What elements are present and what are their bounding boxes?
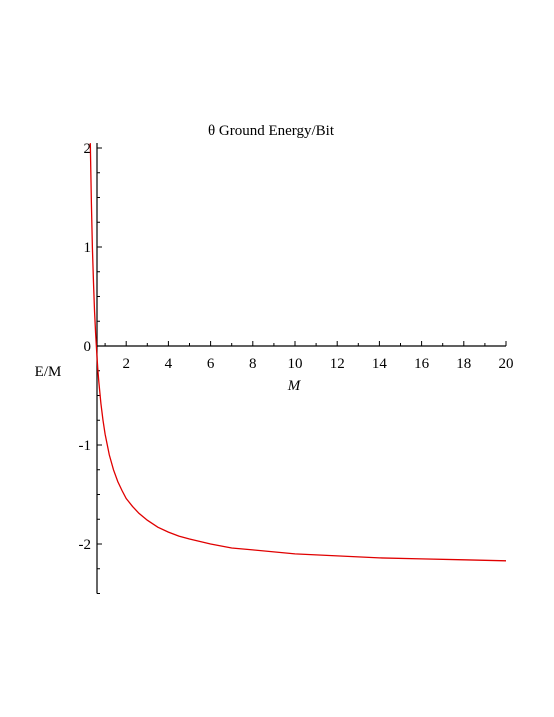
ticks (97, 147, 507, 594)
x-tick-label: 20 (499, 356, 514, 372)
y-tick-label: -1 (79, 438, 92, 454)
x-tick-label: 6 (207, 356, 215, 372)
x-tick-label: 2 (122, 356, 130, 372)
x-tick-label: 12 (330, 356, 345, 372)
x-tick-label: 14 (372, 356, 388, 372)
axes (96, 143, 506, 594)
series-line-1 (89, 143, 507, 562)
y-tick-label: 0 (84, 339, 92, 355)
x-tick-label: 4 (165, 356, 173, 372)
y-tick-label: -2 (79, 537, 92, 553)
plot-lines (89, 143, 507, 562)
y-axis-label: E/M (35, 364, 62, 380)
x-tick-label: 18 (456, 356, 471, 372)
x-tick-label: 8 (249, 356, 257, 372)
y-tick-label: 2 (84, 141, 92, 157)
x-tick-label: 10 (288, 356, 303, 372)
chart-title: θ Ground Energy/Bit (208, 123, 335, 139)
x-tick-label: 16 (414, 356, 430, 372)
y-tick-label: 1 (84, 240, 92, 256)
x-axis-label: M (287, 378, 302, 394)
